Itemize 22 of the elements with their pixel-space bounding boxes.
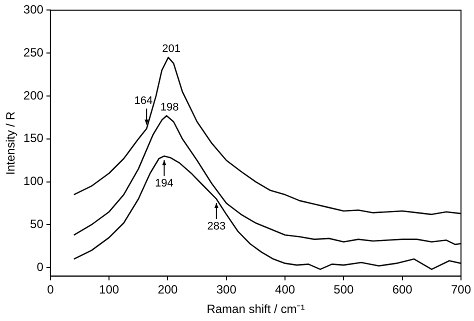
y-tick-label: 50 xyxy=(30,217,44,232)
annotation: 194 xyxy=(155,178,174,190)
x-tick-label: 400 xyxy=(275,282,296,297)
x-tick-label: 500 xyxy=(334,282,354,297)
annotation: 201 xyxy=(162,42,180,55)
x-axis-title: Raman shift / cm⁻¹ xyxy=(206,302,305,316)
annotation: 198 xyxy=(160,101,179,114)
y-tick-label: 250 xyxy=(23,45,44,60)
x-tick-label: 100 xyxy=(99,282,120,297)
x-tick-label: 700 xyxy=(450,282,472,297)
y-axis-title: Intensity / R xyxy=(4,111,18,175)
y-tick-label: 300 xyxy=(23,2,44,17)
y-tick-label: 150 xyxy=(23,131,44,146)
y-tick-label: 100 xyxy=(23,174,44,188)
y-tick-label: 200 xyxy=(23,88,44,102)
x-tick-label: 600 xyxy=(392,282,413,297)
x-tick-label: 200 xyxy=(158,282,178,297)
annotation: 283 xyxy=(207,220,226,233)
annotation: 164 xyxy=(134,95,153,108)
x-tick-label: 300 xyxy=(216,282,237,297)
x-tick-label: 0 xyxy=(47,282,54,297)
y-tick-label: 0 xyxy=(36,260,44,274)
